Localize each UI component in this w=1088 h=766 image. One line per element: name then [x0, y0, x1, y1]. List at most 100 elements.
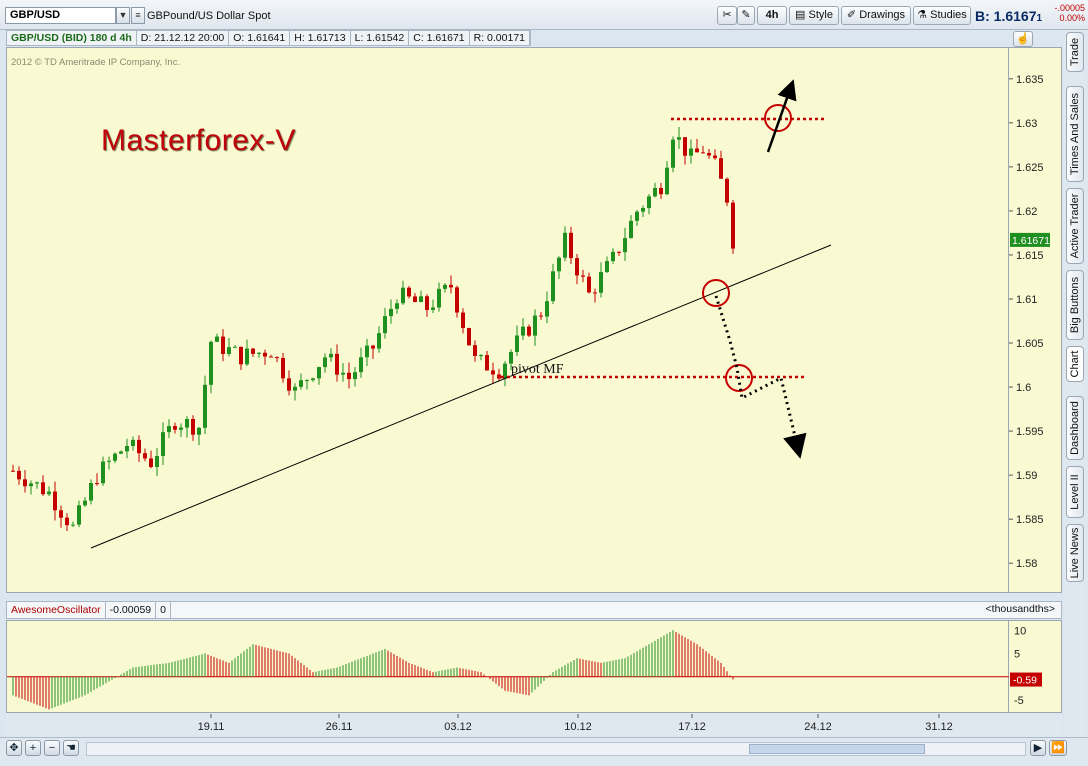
candle-body [203, 384, 207, 428]
candle-body [539, 315, 543, 317]
oscillator-tick-label: 10 [1014, 625, 1026, 637]
price-tick-label: 1.58 [1016, 558, 1037, 570]
scrollbar-thumb[interactable] [749, 744, 925, 754]
chart-settings-icon[interactable]: ☝ [1013, 31, 1033, 47]
candle-body [245, 348, 249, 365]
oscillator-extra: 0 [156, 602, 171, 618]
candle-body [95, 483, 99, 485]
pan-icon[interactable]: ✥ [6, 740, 22, 756]
candle-body [197, 427, 201, 435]
candle-body [281, 358, 285, 379]
oscillator-units: <thousandths> [985, 603, 1055, 615]
drawings-button[interactable]: ✐ Drawings [841, 6, 911, 25]
candle-body [101, 461, 105, 484]
candle-body [167, 426, 171, 433]
symbol-input[interactable]: GBP/USD [5, 7, 116, 24]
price-tick-label: 1.635 [1016, 74, 1044, 86]
trendline [90, 244, 832, 549]
candle-body [83, 500, 87, 506]
tab-active-trader-label: Active Trader [1069, 193, 1081, 259]
tab-big-buttons-label: Big Buttons [1069, 276, 1081, 334]
oscillator-name[interactable]: AwesomeOscillator [7, 602, 106, 618]
price-chart-pane[interactable]: 2012 © TD Ameritrade IP Company, Inc. Ma… [6, 47, 1009, 593]
tab-trade[interactable]: Trade [1066, 32, 1084, 72]
candle-body [341, 372, 345, 375]
candle-body [299, 380, 303, 387]
candle-body [17, 470, 21, 480]
price-tick-label: 1.615 [1016, 250, 1044, 262]
candle-body [191, 418, 195, 435]
candle-body [11, 470, 15, 472]
candle-body [611, 251, 615, 262]
oscillator-pane[interactable] [6, 620, 1010, 713]
change-absolute: -.00005 [1054, 3, 1085, 13]
candle-body [575, 258, 579, 276]
studies-button[interactable]: ⚗ Studies [913, 6, 971, 25]
trendline-test-circle [702, 279, 730, 307]
price-axis-svg: 1.635 1.63 1.625 1.62 1.615 1.61 1.605 1.6 1.595… [1009, 74, 1050, 570]
candle-body [335, 353, 339, 375]
price-tick-label: 1.585 [1016, 514, 1044, 526]
oscillator-value: -0.00059 [106, 602, 157, 618]
price-chart-svg: pivot MF [11, 79, 832, 549]
brand-watermark: Masterforex-V [101, 124, 296, 157]
zoom-in-icon[interactable]: + [25, 740, 41, 756]
tab-level-ii[interactable]: Level II [1066, 466, 1084, 518]
tab-chart[interactable]: Chart [1066, 346, 1084, 382]
candle-body [395, 303, 399, 309]
pencil-icon: ✐ [846, 9, 857, 21]
price-axis: 1.635 1.63 1.625 1.62 1.615 1.61 1.605 1.6 1.595… [1009, 47, 1062, 593]
candle-body [563, 232, 567, 258]
side-tabs: Trade Times And Sales Active Trader Big … [1064, 30, 1086, 737]
date-tick-label: 03.12 [444, 721, 472, 733]
candle-body [263, 352, 267, 357]
candle-body [353, 372, 357, 380]
candle-body [497, 374, 501, 379]
candle-body [65, 517, 69, 526]
tab-live-news-label: Live News [1069, 527, 1081, 579]
price-change: -.00005 0.00% [1047, 3, 1085, 23]
tab-dashboard[interactable]: Dashboard [1066, 396, 1084, 460]
style-icon: ▤ [795, 9, 806, 21]
candle-body [617, 251, 621, 253]
oscillator-current-marker [1010, 672, 1042, 687]
date-tick-label: 19.11 [198, 721, 225, 733]
candle-body [515, 335, 519, 352]
wrench-icon[interactable]: ✎ [737, 6, 755, 25]
candle-body [479, 355, 483, 357]
zoom-out-icon[interactable]: − [44, 740, 60, 756]
candle-body [239, 346, 243, 365]
oscillator-header: AwesomeOscillator -0.00059 0 <thousandth… [6, 601, 1062, 619]
symbol-dropdown-button[interactable]: ▼ [116, 7, 130, 24]
scroll-right-icon[interactable]: ▶ [1030, 740, 1046, 756]
settings-tools-icon[interactable]: ✂ [717, 6, 737, 25]
tab-big-buttons[interactable]: Big Buttons [1066, 270, 1084, 340]
candle-body [23, 479, 27, 487]
candle-body [419, 296, 423, 302]
tab-times-and-sales[interactable]: Times And Sales [1066, 86, 1084, 182]
candle-body [41, 482, 45, 495]
scroll-end-icon[interactable]: ⏩ [1049, 740, 1067, 756]
candle-body [329, 353, 333, 358]
tab-dashboard-label: Dashboard [1069, 401, 1081, 455]
style-button[interactable]: ▤ Style [789, 6, 839, 25]
change-percent: 0.00% [1059, 13, 1085, 23]
hand-icon[interactable]: ☚ [63, 740, 79, 756]
tab-active-trader[interactable]: Active Trader [1066, 188, 1084, 264]
tab-live-news[interactable]: Live News [1066, 524, 1084, 582]
oscillator-svg [7, 630, 1010, 710]
symbol-lookup-icon[interactable]: ≡ [131, 7, 145, 24]
horizontal-scrollbar[interactable] [86, 742, 1026, 756]
candle-body [425, 296, 429, 310]
candle-body [365, 345, 369, 358]
candle-body [569, 232, 573, 259]
interval-button[interactable]: 4h [757, 6, 787, 25]
date-tick-label: 26.11 [326, 721, 353, 733]
candle-body [257, 352, 261, 354]
candle-body [59, 510, 63, 518]
info-date: D: 21.12.12 20:00 [137, 31, 230, 45]
studies-icon: ⚗ [917, 9, 928, 21]
candle-body [317, 367, 321, 379]
tab-times-and-sales-label: Times And Sales [1069, 92, 1081, 176]
